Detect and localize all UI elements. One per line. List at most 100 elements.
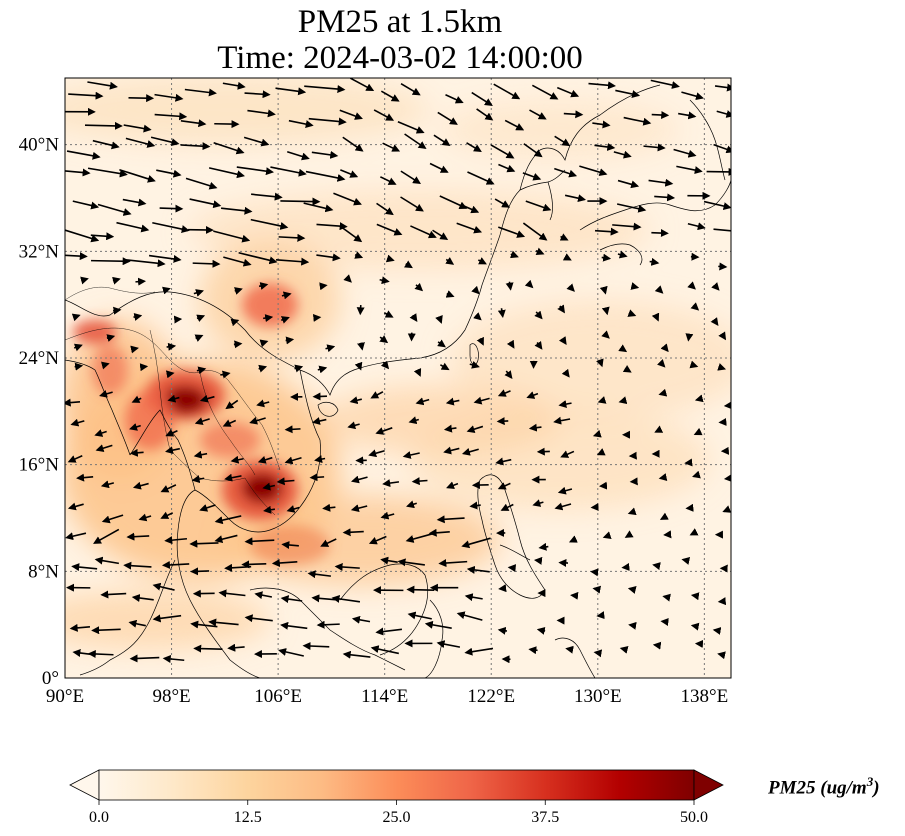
wind-arrow: [509, 250, 519, 259]
wind-arrow: [189, 198, 222, 209]
wind-arrow: [288, 119, 314, 129]
wind-arrow: [404, 133, 427, 150]
wind-arrow: [66, 150, 101, 160]
wind-arrow: [662, 593, 671, 602]
wind-arrow: [651, 312, 660, 322]
wind-arrow: [150, 136, 180, 147]
wind-arrow: [716, 110, 731, 118]
wind-arrow: [129, 423, 141, 431]
wind-arrow: [558, 400, 572, 409]
wind-arrow: [194, 334, 204, 342]
wind-arrow: [67, 502, 84, 511]
wind-arrow: [138, 513, 152, 522]
wind-arrow: [654, 285, 664, 294]
wind-arrow: [76, 473, 94, 482]
wind-arrow: [506, 339, 515, 349]
wind-arrow: [446, 481, 459, 490]
wind-arrow: [554, 502, 572, 511]
wind-arrow: [579, 165, 608, 177]
wind-arrow: [65, 229, 100, 243]
wind-arrow: [160, 484, 177, 493]
wind-arrow: [407, 611, 432, 620]
wind-arrow: [445, 94, 464, 104]
wind-arrow: [713, 228, 731, 232]
wind-arrow: [190, 567, 210, 576]
wind-arrow: [112, 276, 121, 285]
wind-arrow: [690, 592, 700, 601]
wind-arrow: [304, 85, 346, 94]
wind-arrow: [113, 306, 122, 315]
wind-arrow: [490, 144, 515, 159]
wind-arrow: [689, 528, 699, 536]
wind-arrow: [406, 500, 417, 509]
wind-arrow: [380, 360, 390, 370]
wind-arrow: [234, 287, 243, 295]
wind-arrow: [250, 218, 289, 230]
wind-arrow: [435, 315, 443, 324]
wind-arrow: [408, 416, 420, 425]
wind-arrow: [180, 142, 211, 151]
wind-arrow: [557, 486, 573, 495]
wind-arrow: [73, 343, 83, 352]
wind-arrow: [496, 417, 509, 426]
lat-tick-label: 8°N: [28, 561, 59, 582]
gridlines: [65, 78, 731, 678]
wind-arrow: [69, 623, 91, 632]
wind-arrow: [123, 561, 152, 570]
lat-tick-label: 0°: [42, 668, 59, 689]
wind-arrow: [558, 336, 567, 346]
wind-arrow: [259, 339, 269, 348]
lon-tick-label: 122°E: [467, 686, 515, 707]
map-frame: [64, 77, 732, 679]
wind-arrow: [233, 340, 243, 349]
wind-arrow: [409, 313, 418, 323]
lat-tick-label: 24°N: [19, 348, 60, 369]
wind-arrow: [498, 584, 507, 593]
lon-tick-label: 106°E: [254, 686, 302, 707]
wind-arrow: [493, 83, 521, 100]
wind-arrow: [437, 339, 446, 348]
wind-arrow: [718, 262, 728, 271]
wind-arrow: [91, 257, 131, 266]
wind-arrow: [456, 611, 483, 621]
wind-arrow: [72, 200, 100, 210]
lon-tick-label: 114°E: [361, 686, 408, 707]
wind-arrow: [92, 139, 120, 150]
wind-arrow: [311, 417, 327, 425]
wind-arrow: [278, 648, 304, 657]
wind-arrow: [131, 594, 154, 602]
wind-arrow: [122, 198, 147, 207]
colorbar-label-main: PM25 (ug/m: [768, 777, 867, 799]
wind-arrow: [684, 458, 693, 467]
wind-arrow: [241, 560, 267, 569]
wind-arrow: [599, 285, 608, 295]
wind-arrow: [275, 87, 307, 96]
title-line-2: Time: 2024-03-02 14:00:00: [217, 40, 583, 76]
wind-arrow: [133, 313, 143, 321]
wind-arrow: [622, 365, 632, 373]
lat-tick-label: 32°N: [19, 241, 60, 262]
chart-title: PM25 at 1.5km Time: 2024-03-02 14:00:00: [0, 4, 800, 76]
wind-arrow: [380, 90, 400, 102]
wind-arrow: [185, 177, 218, 190]
wind-arrow: [339, 225, 363, 243]
wind-arrow: [159, 204, 184, 213]
wind-arrow: [257, 456, 273, 464]
wind-arrow: [566, 283, 575, 292]
wind-arrow: [658, 388, 668, 397]
wind-arrow: [601, 253, 612, 262]
wind-arrow: [161, 560, 190, 569]
wind-arrow: [342, 650, 371, 659]
wind-arrow: [615, 89, 641, 98]
wind-arrow: [243, 136, 270, 147]
wind-arrow: [402, 451, 420, 459]
wind-arrow: [466, 142, 482, 152]
wind-arrow: [303, 202, 334, 213]
wind-arrow: [477, 257, 487, 265]
wind-arrow: [196, 314, 206, 323]
wind-arrow: [714, 83, 731, 92]
wind-arrow: [592, 120, 611, 129]
wind-arrow: [410, 225, 437, 239]
wind-arrow: [592, 429, 602, 438]
